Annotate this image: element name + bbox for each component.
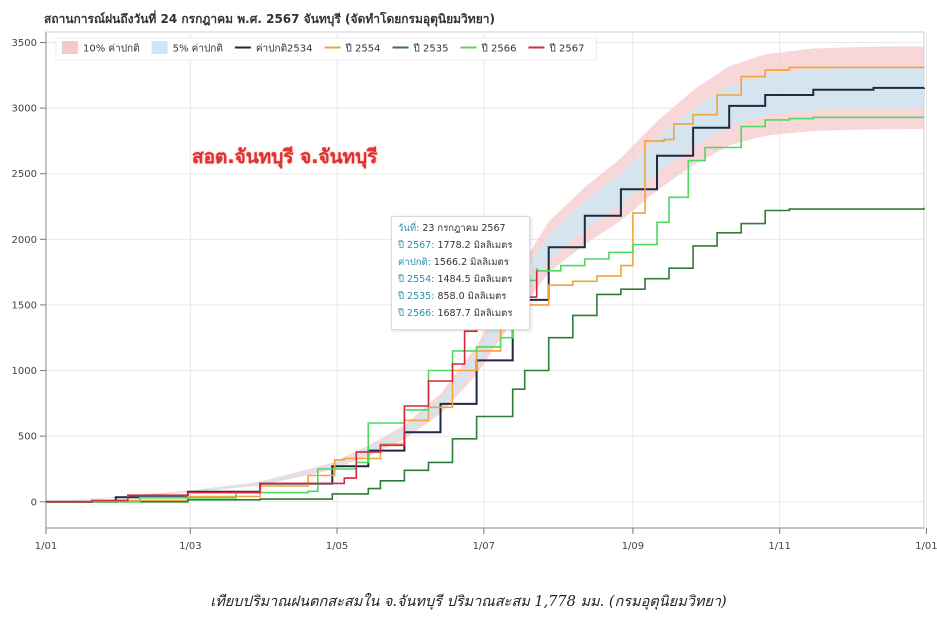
- legend-box: [55, 37, 597, 61]
- station-label: สอต.จันทบุรี จ.จันทบุรี: [192, 146, 378, 168]
- y-tick-label: 3000: [12, 104, 37, 115]
- y-tick-label: 0: [31, 497, 37, 508]
- legend-label: ปี 2566: [481, 43, 517, 55]
- tooltip-row: ค่าปกติ: 1566.2 มิลลิเมตร: [398, 257, 509, 268]
- legend-swatch: [151, 41, 168, 54]
- legend-label: ปี 2567: [549, 43, 585, 55]
- y-tick-label: 500: [18, 432, 37, 443]
- legend-label: ปี 2535: [413, 43, 449, 55]
- y-tick-label: 1000: [12, 366, 37, 377]
- series-line: [46, 66, 924, 503]
- legend-label: 5% ค่าปกติ: [173, 44, 223, 55]
- y-tick-label: 1500: [12, 300, 37, 311]
- tooltip-row: ปี 2535: 858.0 มิลลิเมตร: [398, 291, 507, 302]
- chart-figure: สถานการณ์ฝนถึงวันที่ 24 กรกฎาคม พ.ศ. 256…: [12, 12, 937, 552]
- y-tick-label: 3500: [12, 38, 37, 49]
- x-tick-label: 1/03: [179, 541, 201, 552]
- hover-tooltip: วันที่: 23 กรกฎาคม 2567 ปี 2567: 1778.2 …: [391, 216, 537, 330]
- tooltip-row: ปี 2567: 1778.2 มิลลิเมตร: [398, 240, 513, 251]
- image-caption: เทียบปริมาณฝนตกสะสมใน จ.จันทบุรี ปริมาณส…: [210, 594, 727, 610]
- chart-title: สถานการณ์ฝนถึงวันที่ 24 กรกฎาคม พ.ศ. 256…: [44, 12, 495, 26]
- x-tick-label: 1/09: [622, 541, 644, 552]
- series-line: [46, 207, 925, 503]
- tooltip-row: วันที่: 23 กรกฎาคม 2567: [398, 223, 506, 234]
- x-tick-label: 1/11: [768, 541, 790, 552]
- legend-label: ค่าปกติ2534: [256, 44, 313, 55]
- legend-label: 10% ค่าปกติ: [83, 44, 140, 55]
- y-tick-label: 2500: [12, 169, 37, 180]
- y-tick-label: 2000: [12, 235, 37, 246]
- legend-label: ปี 2554: [345, 43, 381, 55]
- tooltip-row: ปี 2566: 1687.7 มิลลิเมตร: [398, 308, 513, 319]
- legend-swatch: [62, 41, 78, 54]
- x-tick-label: 1/01: [35, 541, 57, 552]
- tooltip-row: ปี 2554: 1484.5 มิลลิเมตร: [398, 274, 513, 285]
- x-tick-label: 1/01: [915, 541, 937, 552]
- x-tick-label: 1/05: [326, 541, 348, 552]
- x-tick-label: 1/07: [473, 541, 495, 552]
